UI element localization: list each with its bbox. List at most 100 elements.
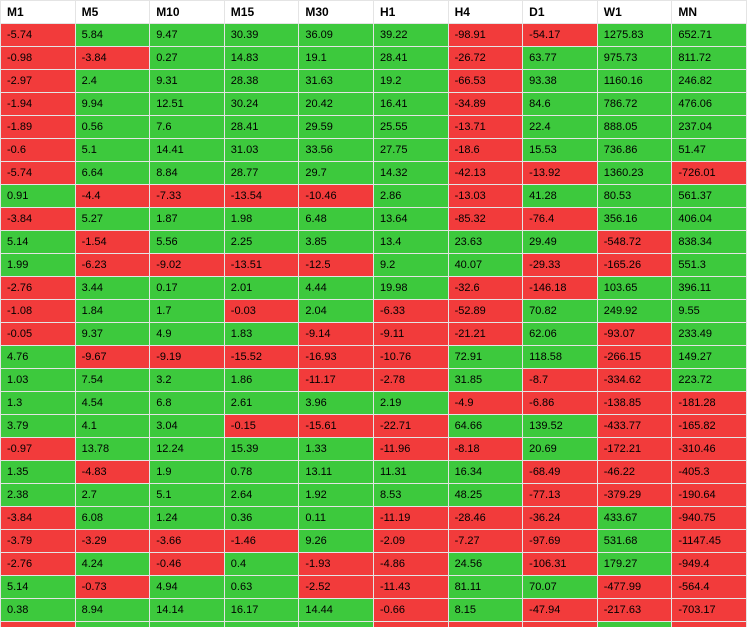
cell-value: -334.62 <box>597 369 672 392</box>
cell-value: -46.22 <box>597 461 672 484</box>
cell-value: 249.92 <box>597 300 672 323</box>
cell-value: 0.91 <box>1 185 76 208</box>
cell-value: 12.51 <box>150 93 225 116</box>
cell-value: -10.46 <box>299 185 374 208</box>
cell-value: 0.78 <box>224 461 299 484</box>
cell-value: -13.92 <box>523 162 598 185</box>
cell-value: -3.84 <box>1 507 76 530</box>
cell-value: 13.64 <box>373 208 448 231</box>
cell-value: 6.08 <box>75 507 150 530</box>
cell-value: -3.79 <box>1 530 76 553</box>
column-header-m1: M1 <box>1 1 76 24</box>
cell-value: 16.17 <box>224 599 299 622</box>
cell-value: 4.1 <box>75 415 150 438</box>
cell-value: 2.7 <box>75 484 150 507</box>
cell-value: -165.26 <box>597 254 672 277</box>
cell-value: 4.24 <box>75 553 150 576</box>
cell-value: -181.28 <box>672 392 747 415</box>
cell-value: 13.78 <box>75 438 150 461</box>
cell-value: 10.48 <box>75 622 150 627</box>
cell-value: 28.77 <box>224 162 299 185</box>
cell-value: 1.87 <box>150 208 225 231</box>
cell-value: -2.52 <box>299 576 374 599</box>
cell-value: 0.63 <box>224 576 299 599</box>
cell-value: -1.54 <box>75 231 150 254</box>
cell-value: 2.38 <box>1 484 76 507</box>
cell-value: -11.43 <box>373 576 448 599</box>
cell-value: -10.76 <box>373 346 448 369</box>
cell-value: -0.15 <box>224 415 299 438</box>
cell-value: 0.36 <box>224 507 299 530</box>
cell-value: 14.83 <box>224 47 299 70</box>
table-row: -1.081.841.7-0.032.04-6.33-52.8970.82249… <box>1 300 747 323</box>
cell-value: 6.8 <box>150 392 225 415</box>
cell-value: -1147.45 <box>672 530 747 553</box>
table-row: -0.98-3.840.2714.8319.128.41-26.7263.779… <box>1 47 747 70</box>
table-row: -3.846.081.240.360.11-11.19-28.46-36.244… <box>1 507 747 530</box>
cell-value: 476.06 <box>672 93 747 116</box>
cell-value: -172.21 <box>597 438 672 461</box>
cell-value: 1360.23 <box>597 162 672 185</box>
cell-value: 20.42 <box>299 93 374 116</box>
cell-value: 51.47 <box>672 139 747 162</box>
cell-value: 72.91 <box>448 346 523 369</box>
cell-value: 149.27 <box>672 346 747 369</box>
cell-value: 13.92 <box>224 622 299 627</box>
cell-value: 4.44 <box>299 277 374 300</box>
cell-value: -949.4 <box>672 553 747 576</box>
cell-value: 736.86 <box>597 139 672 162</box>
cell-value: 237.04 <box>672 116 747 139</box>
cell-value: -11.17 <box>299 369 374 392</box>
table-row: 5.14-1.545.562.253.8513.423.6329.49-548.… <box>1 231 747 254</box>
table-row: 3.794.13.04-0.15-15.61-22.7164.66139.52-… <box>1 415 747 438</box>
table-row: 0.91-4.4-7.33-13.54-10.462.86-13.0341.28… <box>1 185 747 208</box>
cell-value: 433.67 <box>597 507 672 530</box>
cell-value: 4.9 <box>150 323 225 346</box>
table-row: -5.746.648.8428.7729.714.32-42.13-13.921… <box>1 162 747 185</box>
cell-value: 40.07 <box>448 254 523 277</box>
cell-value: -54.17 <box>523 24 598 47</box>
cell-value: 16.34 <box>448 461 523 484</box>
table-row: 0.388.9414.1416.1714.44-0.668.15-47.94-2… <box>1 599 747 622</box>
cell-value: 13.11 <box>299 461 374 484</box>
table-row: -2.763.440.172.014.4419.98-32.6-146.1810… <box>1 277 747 300</box>
cell-value: -1.89 <box>1 116 76 139</box>
cell-value: 11.31 <box>373 461 448 484</box>
cell-value: -379.29 <box>597 484 672 507</box>
cell-value: -6.86 <box>523 392 598 415</box>
cell-value: 5.27 <box>75 208 150 231</box>
table-row: -4.7610.488.5713.9210.58-14.05-15.45-77.… <box>1 622 747 627</box>
cell-value: -0.46 <box>150 553 225 576</box>
cell-value: -0.97 <box>1 438 76 461</box>
cell-value: -28.46 <box>448 507 523 530</box>
cell-value: -22.71 <box>373 415 448 438</box>
cell-value: 29.59 <box>299 116 374 139</box>
cell-value: -138.85 <box>597 392 672 415</box>
column-header-m30: M30 <box>299 1 374 24</box>
cell-value: 29.49 <box>523 231 598 254</box>
cell-value: 5.56 <box>150 231 225 254</box>
cell-value: -15.52 <box>224 346 299 369</box>
cell-value: 786.72 <box>597 93 672 116</box>
cell-value: -34.89 <box>448 93 523 116</box>
cell-value: 6.64 <box>75 162 150 185</box>
column-header-m15: M15 <box>224 1 299 24</box>
cell-value: 8.84 <box>150 162 225 185</box>
cell-value: 1.03 <box>1 369 76 392</box>
cell-value: -2.09 <box>373 530 448 553</box>
cell-value: -13.71 <box>448 116 523 139</box>
column-header-h4: H4 <box>448 1 523 24</box>
cell-value: -1.08 <box>1 300 76 323</box>
cell-value: 2.19 <box>373 392 448 415</box>
cell-value: 2.64 <box>224 484 299 507</box>
cell-value: 4.54 <box>75 392 150 415</box>
cell-value: 1160.16 <box>597 70 672 93</box>
cell-value: -21.21 <box>448 323 523 346</box>
cell-value: 1275.83 <box>597 24 672 47</box>
header-row: M1M5M10M15M30H1H4D1W1MN <box>1 1 747 24</box>
table-row: 1.037.543.21.86-11.17-2.7831.85-8.7-334.… <box>1 369 747 392</box>
cell-value: 118.58 <box>523 346 598 369</box>
cell-value: 31.03 <box>224 139 299 162</box>
cell-value: 22.4 <box>523 116 598 139</box>
cell-value: 48.25 <box>448 484 523 507</box>
